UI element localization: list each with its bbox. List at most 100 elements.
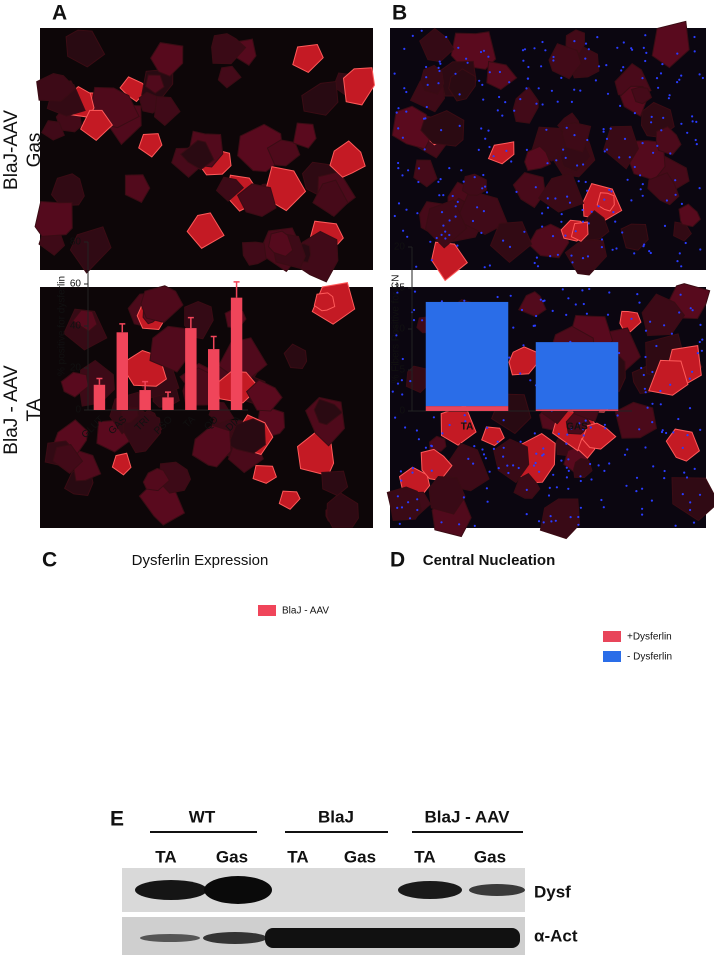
- nucleus: [695, 143, 698, 146]
- nucleus: [444, 230, 447, 233]
- fiber: [301, 80, 339, 116]
- nucleus: [680, 202, 684, 205]
- nucleus: [512, 326, 515, 329]
- fiber: [481, 426, 505, 447]
- lane-label: TA: [155, 847, 176, 866]
- bar: [185, 328, 197, 410]
- nucleus: [400, 379, 403, 382]
- nucleus: [655, 344, 658, 348]
- nucleus: [576, 164, 579, 167]
- nucleus: [610, 190, 613, 193]
- nucleus: [644, 355, 647, 359]
- nucleus: [541, 103, 544, 106]
- nucleus: [487, 55, 490, 58]
- nucleus: [618, 156, 621, 159]
- nucleus: [635, 476, 639, 479]
- nucleus: [618, 351, 621, 355]
- nucleus: [454, 215, 457, 218]
- nucleus: [565, 313, 568, 316]
- nucleus: [395, 111, 398, 114]
- nucleus: [473, 445, 476, 448]
- nucleus: [670, 332, 674, 335]
- nucleus: [536, 265, 540, 268]
- nucleus: [506, 464, 509, 467]
- nucleus: [478, 79, 481, 82]
- nucleus: [626, 178, 629, 181]
- nucleus: [425, 105, 428, 109]
- nucleus: [408, 517, 412, 520]
- nucleus: [454, 205, 457, 208]
- nucleus: [620, 69, 623, 72]
- nucleus: [502, 446, 505, 449]
- nucleus: [535, 256, 539, 259]
- nucleus: [605, 64, 608, 67]
- group-label: BlaJ - AAV: [424, 807, 510, 826]
- fiber: [548, 43, 582, 80]
- nucleus: [562, 148, 565, 151]
- nucleus: [630, 317, 633, 320]
- nucleus: [560, 220, 563, 223]
- nucleus: [555, 486, 559, 489]
- nucleus: [600, 498, 603, 502]
- nucleus: [526, 77, 530, 80]
- lane-label: Gas: [474, 847, 506, 866]
- nucleus: [644, 329, 648, 332]
- nucleus: [484, 185, 487, 188]
- nucleus: [457, 46, 460, 49]
- nucleus: [401, 136, 404, 139]
- nucleus: [482, 49, 486, 52]
- nucleus: [533, 324, 537, 327]
- nucleus: [695, 120, 698, 123]
- nucleus: [409, 380, 412, 383]
- nucleus: [540, 65, 543, 68]
- nucleus: [423, 148, 426, 151]
- nucleus: [533, 432, 536, 435]
- nucleus: [597, 65, 601, 68]
- fiber: [191, 424, 232, 468]
- fiber: [651, 20, 690, 69]
- fiber: [512, 86, 539, 124]
- nucleus: [393, 214, 396, 218]
- nucleus: [579, 506, 583, 509]
- nucleus: [642, 373, 645, 377]
- error-bar: [119, 323, 126, 333]
- nucleus: [396, 291, 399, 294]
- nucleus: [438, 60, 441, 63]
- nucleus: [683, 471, 686, 474]
- micrograph-detail: [34, 20, 714, 540]
- nucleus: [674, 524, 677, 527]
- nucleus: [454, 72, 457, 75]
- fiber: [321, 470, 349, 497]
- legend-swatch: [258, 605, 276, 616]
- nucleus: [400, 479, 403, 482]
- nucleus: [644, 391, 647, 394]
- nucleus: [438, 69, 441, 73]
- fiber: [144, 74, 165, 94]
- blot-band: [204, 876, 272, 904]
- nucleus: [668, 94, 671, 97]
- nucleus: [578, 422, 581, 425]
- x-tick-label: GAS: [566, 422, 588, 433]
- nucleus: [533, 261, 536, 265]
- nucleus: [415, 265, 418, 268]
- fiber: [69, 226, 112, 274]
- nucleus: [480, 231, 483, 234]
- nucleus: [646, 406, 649, 409]
- nucleus: [579, 475, 582, 478]
- nucleus: [606, 92, 610, 95]
- nucleus: [404, 426, 407, 429]
- nucleus: [608, 291, 611, 294]
- fiber: [41, 120, 65, 141]
- fiber: [50, 173, 85, 207]
- nucleus: [498, 95, 501, 99]
- nucleus: [577, 523, 580, 526]
- nucleus: [537, 87, 540, 90]
- nucleus: [651, 402, 654, 405]
- nucleus: [605, 137, 609, 140]
- nucleus: [397, 202, 401, 205]
- nucleus: [421, 319, 424, 322]
- bar: [162, 397, 174, 410]
- nucleus: [525, 513, 528, 516]
- nucleus: [569, 516, 572, 519]
- fiber: [461, 173, 487, 196]
